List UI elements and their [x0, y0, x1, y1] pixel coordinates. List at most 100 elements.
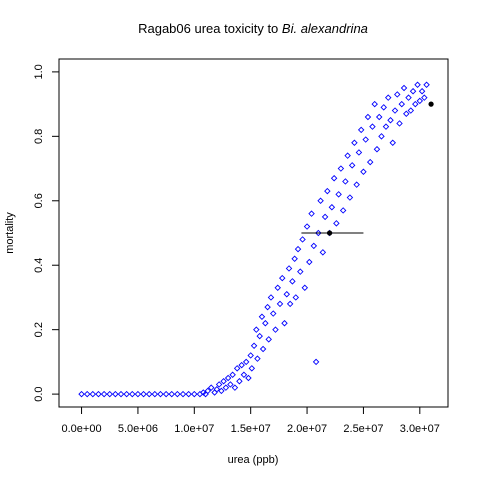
- data-point: [227, 381, 234, 388]
- highlight-point: [327, 230, 333, 236]
- data-point: [342, 178, 349, 185]
- data-point: [328, 203, 336, 211]
- data-point: [233, 365, 241, 372]
- chart-title: Ragab06 urea toxicity to Bi. alexandrina: [138, 21, 368, 36]
- data-point: [414, 81, 421, 89]
- data-point: [220, 377, 227, 385]
- data-point: [385, 94, 392, 101]
- data-point: [387, 116, 394, 124]
- highlight-markers: [301, 101, 434, 236]
- data-point: [369, 123, 376, 130]
- data-point: [294, 245, 302, 253]
- data-point: [89, 390, 97, 398]
- data-point: [407, 107, 415, 114]
- data-point: [185, 390, 192, 398]
- data-point: [264, 303, 271, 311]
- data-point: [324, 187, 331, 195]
- data-point: [291, 255, 298, 263]
- data-point: [423, 81, 430, 89]
- data-point: [333, 220, 340, 227]
- data-point: [421, 94, 428, 101]
- data-point: [83, 390, 91, 398]
- data-point: [231, 384, 239, 391]
- data-point: [247, 352, 254, 359]
- data-point: [134, 390, 142, 398]
- data-point: [378, 133, 385, 140]
- x-tick-label: 5.0e+06: [118, 423, 158, 435]
- data-point: [353, 181, 360, 188]
- data-point: [346, 194, 354, 201]
- data-point: [348, 162, 356, 169]
- data-point: [364, 113, 372, 121]
- data-point: [258, 313, 266, 321]
- data-point: [394, 91, 401, 98]
- data-point: [242, 358, 250, 366]
- data-points: [78, 81, 430, 398]
- data-point: [259, 345, 267, 353]
- data-point: [238, 361, 245, 369]
- data-point: [371, 100, 378, 108]
- data-point: [204, 387, 212, 395]
- data-point: [373, 145, 381, 153]
- data-point: [222, 384, 230, 391]
- data-point: [215, 381, 223, 388]
- data-point: [168, 390, 175, 398]
- data-point: [330, 174, 338, 182]
- data-point: [405, 94, 412, 101]
- data-point: [355, 149, 363, 156]
- data-point: [319, 249, 327, 256]
- data-point: [366, 158, 374, 166]
- plot-box: [58, 58, 449, 408]
- data-point: [179, 390, 187, 398]
- data-point: [285, 265, 293, 272]
- data-point: [301, 284, 309, 292]
- data-point: [253, 326, 260, 333]
- data-point: [289, 278, 296, 285]
- data-point: [308, 210, 315, 217]
- data-point: [321, 213, 329, 221]
- data-point: [351, 139, 358, 147]
- data-point: [245, 374, 252, 382]
- y-tick-label: 0.2: [33, 322, 45, 337]
- data-point: [279, 274, 286, 282]
- data-point: [357, 126, 365, 134]
- y-tick-label: 0.6: [33, 193, 45, 208]
- data-point: [250, 342, 258, 350]
- y-axis-label: mortality: [4, 212, 16, 254]
- y-tick-label: 0.0: [33, 386, 45, 401]
- x-tick-label: 3.0e+07: [400, 423, 440, 435]
- data-point: [382, 123, 390, 130]
- data-point: [213, 386, 221, 393]
- data-point: [140, 390, 147, 398]
- data-point: [337, 165, 345, 172]
- data-point: [339, 207, 347, 214]
- data-point: [256, 332, 263, 340]
- data-point: [117, 390, 125, 398]
- data-point: [391, 107, 399, 114]
- data-point: [218, 387, 225, 395]
- data-point: [100, 390, 108, 398]
- data-point: [299, 236, 306, 243]
- data-point: [344, 152, 351, 159]
- data-point: [145, 390, 153, 398]
- data-point: [292, 294, 300, 301]
- data-point: [389, 139, 396, 147]
- data-point: [283, 290, 290, 298]
- y-tick-label: 0.8: [33, 129, 45, 144]
- data-point: [269, 310, 277, 317]
- x-axis: 0.0e+00 5.0e+06 1.0e+07 1.5e+07 2.0e+07 2.5e+…: [62, 406, 440, 435]
- data-point: [112, 390, 119, 398]
- data-point: [95, 390, 102, 398]
- chart-title-species: Bi. alexandrina: [282, 21, 368, 36]
- data-point: [403, 110, 410, 118]
- data-point: [380, 104, 387, 111]
- data-point: [398, 100, 406, 108]
- data-point: [416, 97, 424, 105]
- data-point: [360, 168, 367, 176]
- data-point: [157, 390, 164, 398]
- data-point: [123, 390, 130, 398]
- y-axis: 0.0 0.2 0.4 0.6 0.8 1.0: [33, 64, 60, 402]
- data-point: [248, 365, 256, 372]
- x-tick-label: 2.0e+07: [287, 423, 327, 435]
